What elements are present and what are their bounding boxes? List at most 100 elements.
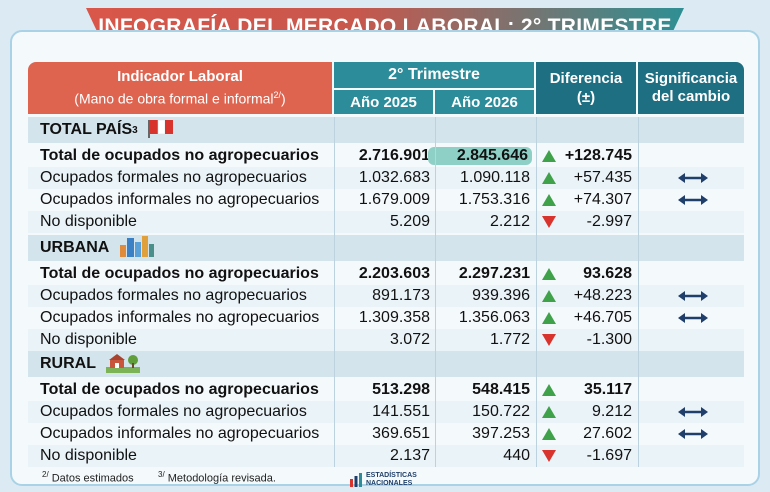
- row-label: Total de ocupados no agropecuarios: [40, 381, 319, 398]
- up-arrow-icon: [542, 428, 556, 440]
- table-row: No disponible 2.137 440 -1.697: [28, 445, 744, 467]
- row-label: No disponible: [40, 213, 137, 230]
- up-arrow-icon: [542, 194, 556, 206]
- section-footnote-mark: 3: [132, 124, 138, 136]
- double-arrow-icon: [678, 173, 708, 183]
- section-header: TOTAL PAÍS 3: [28, 117, 744, 143]
- header-year-2026: Año 2026: [435, 90, 534, 114]
- difference-value: -2.997: [586, 213, 632, 230]
- significance-indicator: [678, 289, 708, 307]
- value-2025: 369.651: [372, 425, 430, 442]
- table-row: No disponible 3.072 1.772 -1.300: [28, 329, 744, 351]
- up-arrow-icon: [542, 290, 556, 302]
- row-label: Total de ocupados no agropecuarios: [40, 147, 319, 164]
- value-2026: 2.297.231: [458, 265, 530, 282]
- significance-indicator: [678, 171, 708, 189]
- column-divider: [536, 117, 537, 467]
- value-2025: 2.137: [389, 447, 430, 464]
- table-row: Total de ocupados no agropecuarios 2.716.…: [28, 145, 744, 167]
- table-row: Ocupados informales no agropecuarios 369.…: [28, 423, 744, 445]
- double-arrow-icon: [678, 429, 708, 439]
- difference-value: 9.212: [591, 403, 632, 420]
- footnote-methodology: 3/ Metodología revisada.: [158, 470, 276, 485]
- difference-value: +46.705: [573, 309, 632, 326]
- header-quarter: 2° Trimestre: [334, 62, 534, 88]
- value-2025: 513.298: [372, 381, 430, 398]
- header-indicator: Indicador Laboral (Mano de obra formal e…: [28, 62, 332, 114]
- value-2026: 1.753.316: [458, 191, 530, 208]
- up-arrow-icon: [542, 406, 556, 418]
- table-row: Ocupados formales no agropecuarios 141.55…: [28, 401, 744, 423]
- farm-barn-icon: [106, 351, 140, 378]
- difference-value: 93.628: [583, 265, 632, 282]
- header-difference: Diferencia (±): [536, 62, 636, 114]
- row-label: No disponible: [40, 331, 137, 348]
- table-row: Ocupados formales no agropecuarios 1.032.…: [28, 167, 744, 189]
- up-arrow-icon: [542, 172, 556, 184]
- column-divider: [334, 117, 335, 467]
- table-row: Ocupados formales no agropecuarios 891.17…: [28, 285, 744, 307]
- value-2026: 939.396: [472, 287, 530, 304]
- row-label: Ocupados formales no agropecuarios: [40, 403, 307, 420]
- difference-value: -1.697: [586, 447, 632, 464]
- section-header: URBANA: [28, 235, 744, 261]
- difference-value: 27.602: [583, 425, 632, 442]
- value-2025: 5.209: [389, 213, 430, 230]
- header-indicator-subtitle: (Mano de obra formal e informal2/): [74, 90, 286, 107]
- table-row: Total de ocupados no agropecuarios 513.29…: [28, 379, 744, 401]
- significance-indicator: [678, 311, 708, 329]
- up-arrow-icon: [542, 312, 556, 324]
- footnote-estimated: 2/ Datos estimados: [42, 470, 134, 485]
- significance-indicator: [678, 427, 708, 445]
- down-arrow-icon: [542, 450, 556, 462]
- logo: ESTADÍSTICAS NACIONALES: [350, 472, 417, 488]
- difference-value: -1.300: [586, 331, 632, 348]
- value-2026: 1.090.118: [460, 169, 530, 186]
- up-arrow-icon: [542, 268, 556, 280]
- value-2025: 1.679.009: [358, 191, 430, 208]
- row-label: Ocupados formales no agropecuarios: [40, 287, 307, 304]
- stats-logo-icon: [350, 473, 362, 487]
- value-2026: 1.772: [489, 331, 530, 348]
- section-name: TOTAL PAÍS: [40, 121, 133, 138]
- value-2025: 3.072: [389, 331, 430, 348]
- value-2025: 891.173: [372, 287, 430, 304]
- up-arrow-icon: [542, 384, 556, 396]
- value-2026: 2.845.646: [428, 147, 532, 165]
- value-2026: 440: [503, 447, 530, 464]
- double-arrow-icon: [678, 313, 708, 323]
- column-divider: [435, 117, 436, 467]
- city-buildings-icon: [119, 235, 155, 262]
- double-arrow-icon: [678, 291, 708, 301]
- down-arrow-icon: [542, 216, 556, 228]
- row-label: Ocupados formales no agropecuarios: [40, 169, 307, 186]
- value-2026: 1.356.063: [458, 309, 530, 326]
- value-2026: 2.212: [489, 213, 530, 230]
- header-indicator-title: Indicador Laboral: [117, 68, 243, 86]
- difference-value: +48.223: [573, 287, 632, 304]
- value-2026: 150.722: [472, 403, 530, 420]
- peru-flag-icon: [147, 118, 174, 143]
- value-2025: 2.203.603: [358, 265, 430, 282]
- value-2025: 2.716.901: [358, 147, 430, 164]
- row-label: No disponible: [40, 447, 137, 464]
- row-label: Total de ocupados no agropecuarios: [40, 265, 319, 282]
- table-row: Ocupados informales no agropecuarios 1.67…: [28, 189, 744, 211]
- significance-indicator: [678, 405, 708, 423]
- section-header: RURAL: [28, 351, 744, 377]
- value-2025: 1.309.358: [358, 309, 430, 326]
- table-row: Ocupados informales no agropecuarios 1.30…: [28, 307, 744, 329]
- down-arrow-icon: [542, 334, 556, 346]
- difference-value: +57.435: [573, 169, 632, 186]
- section-name: RURAL: [40, 355, 96, 372]
- difference-value: 35.117: [583, 381, 632, 398]
- value-2025: 141.551: [372, 403, 430, 420]
- value-2025: 1.032.683: [358, 169, 430, 186]
- double-arrow-icon: [678, 195, 708, 205]
- row-label: Ocupados informales no agropecuarios: [40, 425, 320, 442]
- up-arrow-icon: [542, 150, 556, 162]
- header-significance: Significancia del cambio: [638, 62, 744, 114]
- table-row: No disponible 5.209 2.212 -2.997: [28, 211, 744, 233]
- table-row: Total de ocupados no agropecuarios 2.203.…: [28, 263, 744, 285]
- row-label: Ocupados informales no agropecuarios: [40, 191, 320, 208]
